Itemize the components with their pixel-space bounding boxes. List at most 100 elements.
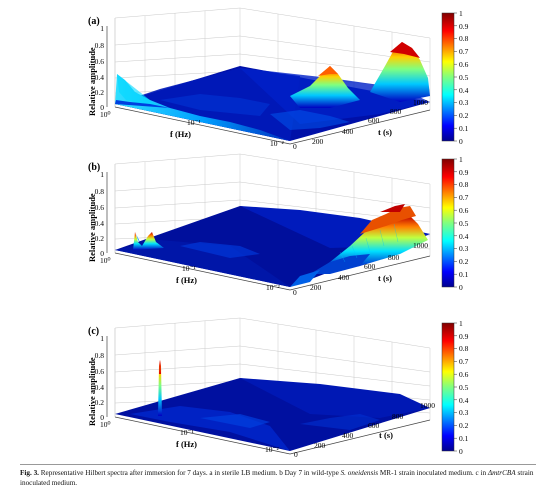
z-tick: 1 — [100, 24, 104, 33]
colorbar-tick: 0.7 — [459, 193, 469, 202]
f-tick: 10⁻² — [266, 283, 280, 292]
colorbar-tick: 0.4 — [459, 232, 469, 241]
colorbar-tick: 0.8 — [459, 34, 469, 43]
caption-strain: ΔmtrCBA — [487, 469, 516, 477]
colorbar-tick: 0.9 — [459, 168, 469, 177]
f-axis-ticks: 10⁰ 10⁻¹ 10⁻² — [100, 420, 279, 454]
colorbar-tick: 0.3 — [459, 98, 469, 107]
colorbar-tick: 0 — [459, 283, 463, 292]
colorbar-tick: 0.1 — [459, 270, 469, 279]
z-axis-ticks: 0 0.2 0.4 0.6 0.8 1 — [95, 334, 105, 422]
surface-plot — [115, 204, 430, 287]
t-tick: 0 — [293, 288, 297, 297]
t-axis-title: t (s) — [379, 430, 393, 440]
f-axis-ticks: 10⁰ 10⁻¹ 10⁻² — [100, 256, 280, 292]
z-tick: 0 — [100, 103, 104, 112]
f-tick: 10⁻² — [270, 139, 284, 148]
colorbar-tick: 0.3 — [459, 244, 469, 253]
t-axis-title: t (s) — [378, 273, 392, 283]
colorbar-tick: 0.8 — [459, 180, 469, 189]
colorbar-tick: 0.6 — [459, 60, 469, 69]
colorbar-tick: 1 — [459, 9, 463, 18]
t-tick: 600 — [368, 116, 380, 125]
z-axis-ticks: 0 0.2 0.4 0.6 0.8 1 — [95, 170, 105, 258]
z-tick: 0.8 — [95, 187, 105, 196]
z-tick: 0.4 — [95, 219, 105, 228]
colorbar-tick: 0.1 — [459, 434, 469, 443]
z-axis-title: Relative amplitude — [87, 193, 97, 262]
f-tick: 10⁻¹ — [187, 118, 201, 127]
caption-text: Representative Hilbert spectra after imm… — [38, 469, 341, 477]
colorbar-tick: 1 — [459, 319, 463, 328]
t-tick: 600 — [368, 421, 380, 430]
colorbar-tick: 0.9 — [459, 22, 469, 31]
colorbar-tick: 0 — [459, 137, 463, 146]
z-tick: 0.2 — [95, 234, 105, 243]
caption-species: S. oneidensis — [340, 469, 379, 477]
t-tick: 800 — [390, 107, 402, 116]
z-axis-ticks: 0 0.2 0.4 0.6 0.8 1 — [95, 24, 105, 112]
f-axis-ticks: 10⁰ 10⁻¹ 10⁻² — [100, 110, 284, 148]
colorbar-tick: 0.2 — [459, 111, 469, 120]
panel-a: (a) Relative amplitude 0 0.2 0.4 0.6 0.8… — [87, 7, 469, 151]
t-tick: 600 — [364, 262, 376, 271]
z-tick: 0.2 — [95, 398, 105, 407]
t-tick: 0 — [294, 450, 298, 459]
z-tick: 0.8 — [95, 351, 105, 360]
t-tick: 400 — [342, 127, 354, 136]
z-tick: 0.4 — [95, 73, 105, 82]
surface-plot — [115, 42, 430, 141]
colorbar-ticks: 0 0.1 0.2 0.3 0.4 0.5 0.6 0.7 0.8 0.9 1 — [459, 319, 469, 456]
z-tick: 0.6 — [95, 203, 105, 212]
colorbar-tick: 0.2 — [459, 257, 469, 266]
colorbar-ticks: 0 0.1 0.2 0.3 0.4 0.5 0.6 0.7 0.8 0.9 1 — [459, 155, 469, 292]
colorbar-tick: 0.5 — [459, 73, 469, 82]
f-tick: 10⁻¹ — [180, 428, 194, 437]
z-tick: 0.2 — [95, 88, 105, 97]
colorbar-tick: 0.9 — [459, 332, 469, 341]
f-tick: 10⁻¹ — [182, 264, 196, 273]
t-axis-ticks: 0 200 400 600 800 1000 — [294, 401, 435, 459]
f-tick: 10⁻² — [265, 445, 279, 454]
t-tick: 800 — [388, 253, 400, 262]
z-tick: 0.8 — [95, 41, 105, 50]
colorbar-tick: 0.8 — [459, 344, 469, 353]
z-axis-title: Relative amplitude — [87, 357, 97, 426]
t-tick: 200 — [310, 283, 322, 292]
colorbar-tick: 0.2 — [459, 421, 469, 430]
z-tick: 0.6 — [95, 367, 105, 376]
surface-plot — [115, 360, 430, 451]
panel-label: (c) — [88, 326, 99, 337]
f-axis-title: f (Hz) — [170, 129, 191, 139]
panel-b: (b) Relative amplitude 0 0.2 — [87, 153, 469, 297]
t-tick: 1000 — [413, 241, 428, 250]
caption-text: MR-1 strain inoculated medium. c in — [378, 469, 488, 477]
colorbar-tick: 0.1 — [459, 124, 469, 133]
t-tick: 200 — [312, 137, 324, 146]
panel-label: (a) — [88, 16, 100, 27]
f-tick: 10⁰ — [100, 420, 111, 429]
z-axis-title: Relative amplitude — [87, 47, 97, 116]
colorbar-tick: 0.7 — [459, 47, 469, 56]
figure-caption: Fig. 3. Representative Hilbert spectra a… — [20, 469, 536, 488]
t-tick: 1000 — [420, 401, 435, 410]
figure-number: Fig. 3. — [20, 469, 39, 477]
caption-text: strain inoculated medium. — [20, 469, 534, 487]
z-tick: 1 — [100, 170, 104, 179]
f-tick: 10⁰ — [100, 110, 111, 119]
colorbar-tick: 0.5 — [459, 383, 469, 392]
colorbar-tick: 0.4 — [459, 86, 469, 95]
colorbar-tick: 0.3 — [459, 408, 469, 417]
colorbar-tick: 1 — [459, 155, 463, 164]
t-tick: 400 — [338, 273, 350, 282]
f-tick: 10⁰ — [100, 256, 111, 265]
hilbert-spectra-figure: (a) Relative amplitude 0 0.2 0.4 0.6 0.8… — [87, 7, 469, 459]
colorbar-ticks: 0 0.1 0.2 0.3 0.4 0.5 0.6 0.7 0.8 0.9 1 — [459, 9, 469, 146]
z-tick: 0 — [100, 249, 104, 258]
t-tick: 0 — [293, 142, 297, 151]
f-axis-title: f (Hz) — [176, 439, 197, 449]
z-tick: 0.4 — [95, 383, 105, 392]
t-tick: 400 — [342, 431, 354, 440]
caption-rule — [20, 464, 536, 465]
panel-label: (b) — [88, 162, 100, 173]
